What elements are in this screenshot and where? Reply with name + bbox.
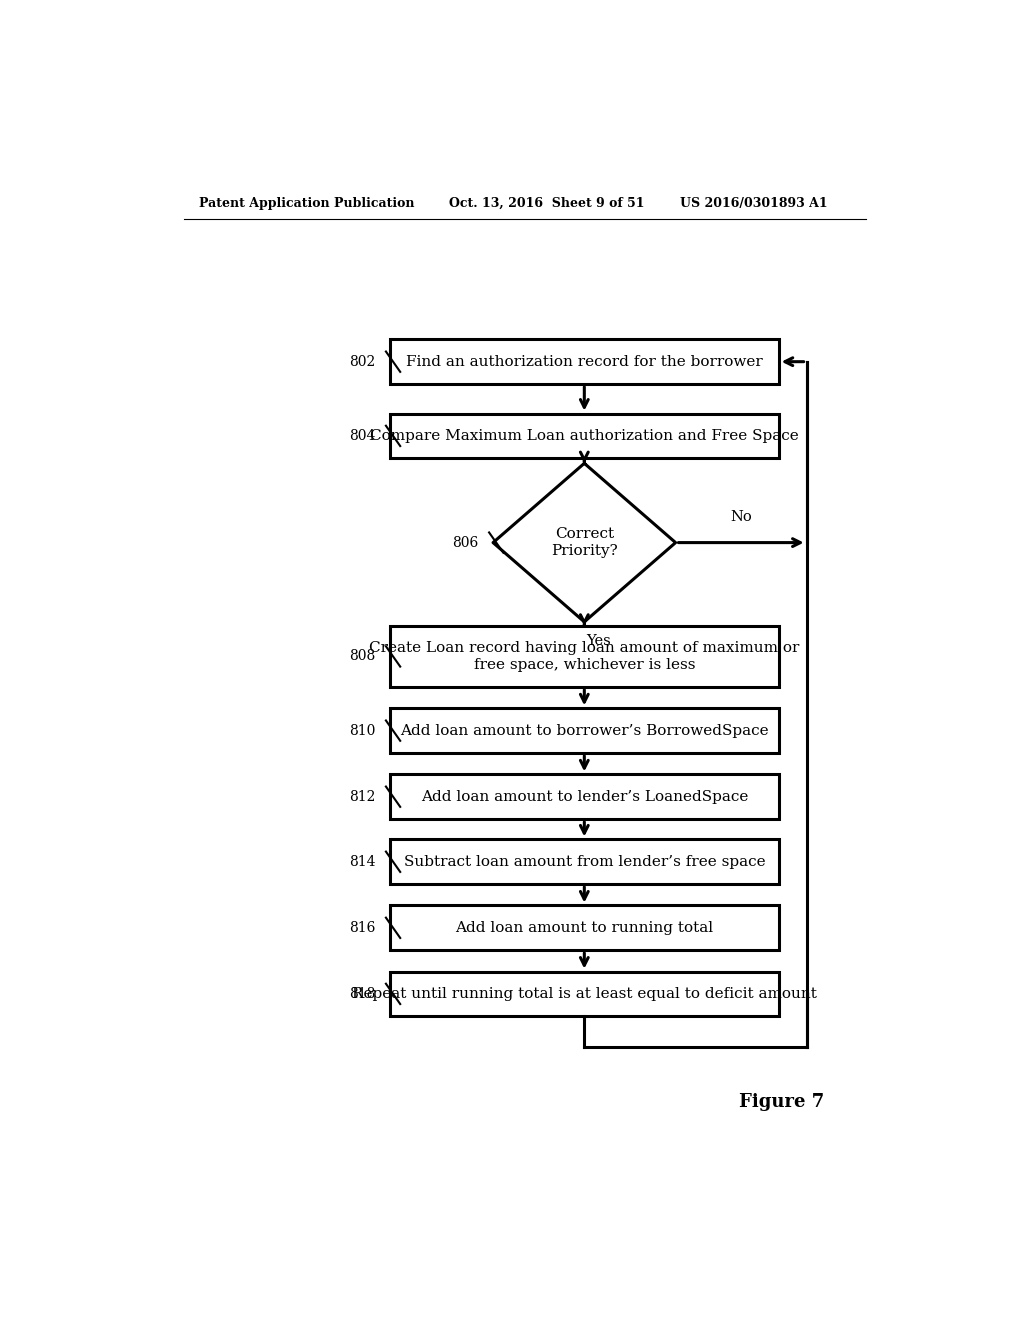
Text: Add loan amount to borrower’s BorrowedSpace: Add loan amount to borrower’s BorrowedSp…	[400, 723, 769, 738]
Text: Create Loan record having loan amount of maximum or
free space, whichever is les: Create Loan record having loan amount of…	[369, 642, 800, 672]
Text: Correct
Priority?: Correct Priority?	[551, 528, 617, 557]
Text: 806: 806	[453, 536, 479, 549]
Text: Add loan amount to lender’s LoanedSpace: Add loan amount to lender’s LoanedSpace	[421, 789, 748, 804]
Bar	[390, 972, 778, 1016]
Text: 818: 818	[349, 987, 376, 1001]
Text: Find an authorization record for the borrower: Find an authorization record for the bor…	[406, 355, 763, 368]
Text: 808: 808	[349, 649, 376, 664]
Text: Compare Maximum Loan authorization and Free Space: Compare Maximum Loan authorization and F…	[370, 429, 799, 444]
Text: No: No	[730, 511, 752, 524]
Bar	[390, 339, 778, 384]
Text: Add loan amount to running total: Add loan amount to running total	[456, 921, 714, 935]
Text: 816: 816	[349, 921, 376, 935]
Text: 810: 810	[349, 723, 376, 738]
Bar	[390, 709, 778, 752]
Bar	[390, 775, 778, 818]
Text: Oct. 13, 2016  Sheet 9 of 51: Oct. 13, 2016 Sheet 9 of 51	[450, 197, 645, 210]
Text: Figure 7: Figure 7	[739, 1093, 824, 1110]
Text: 812: 812	[349, 789, 376, 804]
Bar	[390, 626, 778, 686]
Text: US 2016/0301893 A1: US 2016/0301893 A1	[680, 197, 827, 210]
Text: Repeat until running total is at least equal to deficit amount: Repeat until running total is at least e…	[352, 987, 817, 1001]
Bar	[390, 840, 778, 884]
Text: Subtract loan amount from lender’s free space: Subtract loan amount from lender’s free …	[403, 855, 765, 869]
Text: 802: 802	[349, 355, 376, 368]
Text: Patent Application Publication: Patent Application Publication	[200, 197, 415, 210]
Text: Yes: Yes	[586, 634, 611, 648]
Text: 804: 804	[349, 429, 376, 444]
Bar	[390, 906, 778, 950]
Bar	[390, 413, 778, 458]
Text: 814: 814	[349, 855, 376, 869]
